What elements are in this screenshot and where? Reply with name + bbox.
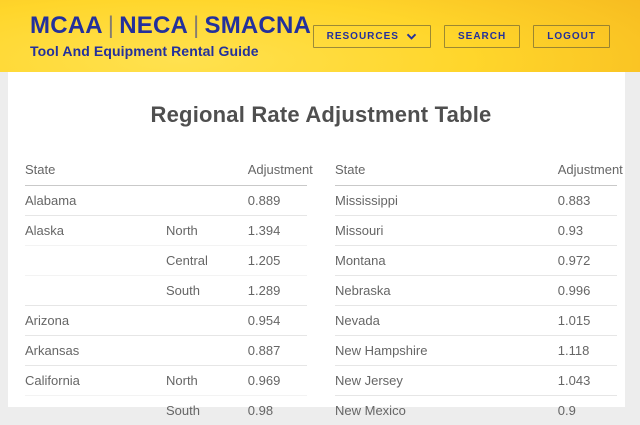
column-header-state: State xyxy=(25,155,166,186)
brand-mcaa: MCAA xyxy=(30,12,103,39)
state-cell: Montana xyxy=(335,246,476,276)
state-cell: Arkansas xyxy=(25,336,166,366)
brand-separator: | xyxy=(188,12,204,39)
logout-button[interactable]: LOGOUT xyxy=(533,25,610,48)
adjustment-cell: 0.889 xyxy=(248,186,307,216)
state-cell: Nevada xyxy=(335,306,476,336)
region-cell xyxy=(476,216,558,246)
table-header-row: State Adjustment xyxy=(335,155,617,186)
region-cell: Central xyxy=(166,246,248,276)
brand-block: MCAA|NECA|SMACNA Tool And Equipment Rent… xyxy=(30,14,311,59)
brand-smacna: SMACNA xyxy=(204,12,311,39)
adjustment-cell: 0.954 xyxy=(248,306,307,336)
column-header-adjustment: Adjustment xyxy=(558,155,617,186)
column-header-state: State xyxy=(335,155,476,186)
table-row: Alabama 0.889 xyxy=(25,186,307,216)
state-cell: Alaska xyxy=(25,216,166,246)
adjustment-cell: 1.205 xyxy=(248,246,307,276)
search-button-label: SEARCH xyxy=(458,31,506,42)
state-cell: New Mexico xyxy=(335,396,476,425)
state-cell: Arizona xyxy=(25,306,166,336)
state-cell: New Jersey xyxy=(335,366,476,396)
region-cell: North xyxy=(166,366,248,396)
adjustment-cell: 0.9 xyxy=(558,396,617,425)
table-row: Arkansas 0.887 xyxy=(25,336,307,366)
region-cell xyxy=(166,306,248,336)
adjustment-cell: 0.98 xyxy=(248,396,307,425)
adjustment-cell: 0.883 xyxy=(558,186,617,216)
region-cell xyxy=(476,186,558,216)
chevron-down-icon xyxy=(406,33,417,40)
region-cell xyxy=(476,276,558,306)
region-cell xyxy=(476,336,558,366)
region-cell: South xyxy=(166,396,248,425)
table-row: New Jersey 1.043 xyxy=(335,366,617,396)
table-row: Montana 0.972 xyxy=(335,246,617,276)
brand-logo[interactable]: MCAA|NECA|SMACNA xyxy=(30,14,311,38)
region-cell: South xyxy=(166,276,248,306)
brand-neca: NECA xyxy=(119,12,188,39)
state-cell: Alabama xyxy=(25,186,166,216)
state-cell: Mississippi xyxy=(335,186,476,216)
header-nav: RESOURCES SEARCH LOGOUT xyxy=(313,25,610,48)
region-cell xyxy=(476,306,558,336)
region-cell xyxy=(476,366,558,396)
adjustment-cell: 0.996 xyxy=(558,276,617,306)
state-cell: California xyxy=(25,366,166,396)
state-cell: Missouri xyxy=(335,216,476,246)
column-header-region xyxy=(166,155,248,186)
region-cell xyxy=(166,186,248,216)
region-cell: North xyxy=(166,216,248,246)
adjustment-cell: 1.289 xyxy=(248,276,307,306)
adjustment-cell: 1.118 xyxy=(558,336,617,366)
logout-button-label: LOGOUT xyxy=(547,31,596,42)
column-header-adjustment: Adjustment xyxy=(248,155,307,186)
region-cell xyxy=(476,246,558,276)
adjustment-cell: 0.93 xyxy=(558,216,617,246)
state-cell xyxy=(25,276,166,306)
adjustment-cell: 0.969 xyxy=(248,366,307,396)
table-row: New Hampshire 1.118 xyxy=(335,336,617,366)
region-cell xyxy=(476,396,558,425)
adjustment-cell: 1.043 xyxy=(558,366,617,396)
resources-button-label: RESOURCES xyxy=(327,31,399,42)
state-cell xyxy=(25,246,166,276)
table-row: New Mexico 0.9 xyxy=(335,396,617,425)
site-subtitle: Tool And Equipment Rental Guide xyxy=(30,43,311,59)
search-button[interactable]: SEARCH xyxy=(444,25,520,48)
content-area: Regional Rate Adjustment Table State Adju… xyxy=(8,72,625,407)
adjustment-cell: 0.972 xyxy=(558,246,617,276)
state-cell xyxy=(25,396,166,425)
table-row: Mississippi 0.883 xyxy=(335,186,617,216)
region-cell xyxy=(166,336,248,366)
table-row: Arizona 0.954 xyxy=(25,306,307,336)
state-cell: New Hampshire xyxy=(335,336,476,366)
table-row: Missouri 0.93 xyxy=(335,216,617,246)
adjustment-cell: 1.394 xyxy=(248,216,307,246)
adjustment-cell: 0.887 xyxy=(248,336,307,366)
table-row: Nevada 1.015 xyxy=(335,306,617,336)
brand-separator: | xyxy=(103,12,119,39)
table-row: Nebraska 0.996 xyxy=(335,276,617,306)
state-cell: Nebraska xyxy=(335,276,476,306)
page-title: Regional Rate Adjustment Table xyxy=(25,102,617,128)
site-header: MCAA|NECA|SMACNA Tool And Equipment Rent… xyxy=(0,0,640,72)
column-header-region xyxy=(476,155,558,186)
resources-button[interactable]: RESOURCES xyxy=(313,25,431,48)
adjustment-cell: 1.015 xyxy=(558,306,617,336)
table-header-row: State Adjustment xyxy=(25,155,307,186)
